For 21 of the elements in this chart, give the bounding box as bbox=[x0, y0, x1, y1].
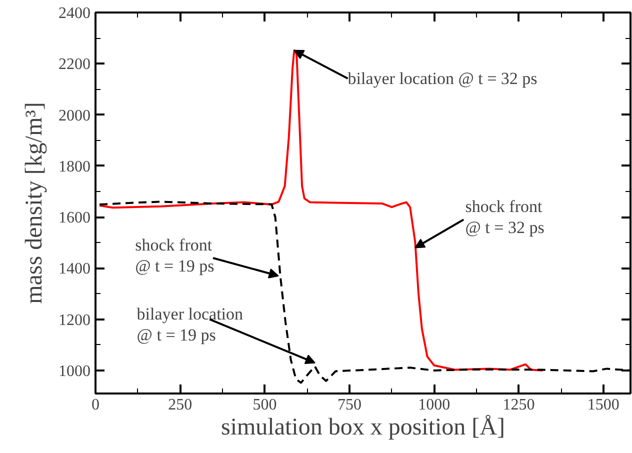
x-tick-label: 1250 bbox=[502, 396, 535, 414]
x-tick-label: 500 bbox=[252, 396, 277, 414]
y-tick-label: 2200 bbox=[58, 56, 90, 74]
x-tick-label: 0 bbox=[92, 396, 100, 414]
annotation: bilayer location @ t = 19 ps bbox=[136, 304, 244, 344]
y-tick-label: 2400 bbox=[58, 5, 90, 22]
y-tick-label: 1800 bbox=[58, 158, 90, 176]
x-tick-label: 750 bbox=[337, 396, 362, 414]
x-tick-label: 1000 bbox=[418, 396, 450, 414]
x-axis-title: simulation box x position [Å] bbox=[221, 414, 506, 440]
x-tick-label: 250 bbox=[168, 396, 192, 414]
y-tick-label: 2000 bbox=[58, 107, 90, 124]
y-tick-label: 1600 bbox=[58, 210, 90, 227]
x-tick-label: 1500 bbox=[587, 396, 620, 414]
annotation: shock front @ t = 19 ps bbox=[135, 235, 214, 276]
y-tick-label: 1000 bbox=[58, 362, 90, 380]
annotation: bilayer location @ t = 32 ps bbox=[348, 68, 538, 88]
annotation: shock front @ t = 32 ps bbox=[465, 197, 544, 238]
y-tick-label: 1400 bbox=[58, 260, 90, 278]
y-axis-title: mass density [kg/m³] bbox=[22, 102, 48, 304]
y-tick-label: 1200 bbox=[58, 312, 90, 329]
